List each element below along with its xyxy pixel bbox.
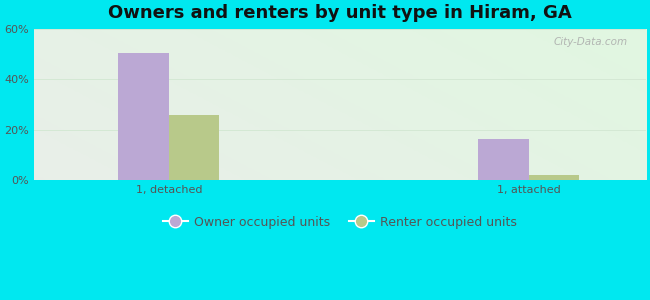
Title: Owners and renters by unit type in Hiram, GA: Owners and renters by unit type in Hiram… bbox=[108, 4, 572, 22]
Bar bbox=[478, 139, 529, 180]
Bar bbox=[118, 53, 169, 180]
Bar bbox=[169, 115, 219, 180]
Legend: Owner occupied units, Renter occupied units: Owner occupied units, Renter occupied un… bbox=[158, 211, 522, 234]
Text: City-Data.com: City-Data.com bbox=[553, 37, 627, 47]
Bar bbox=[529, 175, 579, 180]
